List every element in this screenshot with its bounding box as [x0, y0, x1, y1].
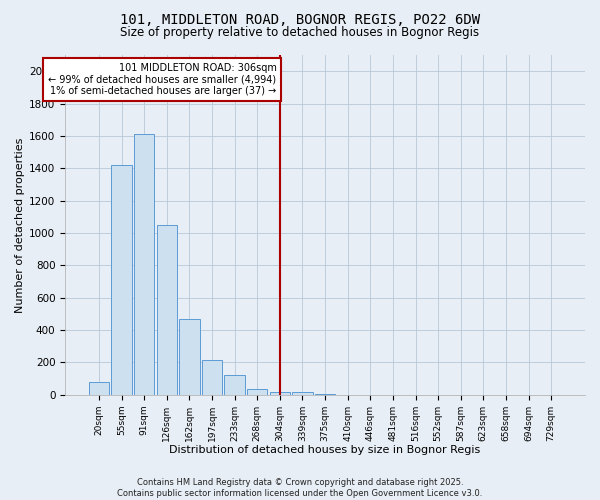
- Y-axis label: Number of detached properties: Number of detached properties: [15, 137, 25, 312]
- Bar: [89, 382, 109, 394]
- Text: 101 MIDDLETON ROAD: 306sqm
← 99% of detached houses are smaller (4,994)
1% of se: 101 MIDDLETON ROAD: 306sqm ← 99% of deta…: [49, 63, 277, 96]
- Bar: [134, 134, 154, 394]
- Bar: [247, 389, 268, 394]
- Bar: [179, 318, 200, 394]
- Bar: [224, 376, 245, 394]
- Bar: [292, 392, 313, 394]
- Text: Size of property relative to detached houses in Bognor Regis: Size of property relative to detached ho…: [121, 26, 479, 39]
- Bar: [269, 392, 290, 394]
- Bar: [157, 225, 177, 394]
- Text: 101, MIDDLETON ROAD, BOGNOR REGIS, PO22 6DW: 101, MIDDLETON ROAD, BOGNOR REGIS, PO22 …: [120, 12, 480, 26]
- X-axis label: Distribution of detached houses by size in Bognor Regis: Distribution of detached houses by size …: [169, 445, 481, 455]
- Text: Contains HM Land Registry data © Crown copyright and database right 2025.
Contai: Contains HM Land Registry data © Crown c…: [118, 478, 482, 498]
- Bar: [112, 165, 132, 394]
- Bar: [202, 360, 222, 394]
